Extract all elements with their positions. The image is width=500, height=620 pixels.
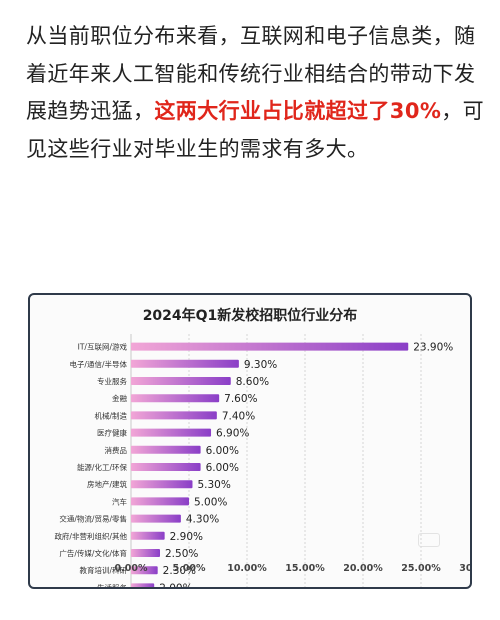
category-label: 政府/非营利组织/其他 (54, 531, 127, 541)
value-label: 2.90% (170, 531, 203, 543)
bar (131, 583, 155, 587)
article-text-after: ，可见这些行业对毕业生的需求有多大。 (26, 99, 485, 161)
category-label: 专业服务 (97, 376, 127, 386)
chart-card: 2024年Q1新发校招职位行业分布 IT/互联网/游戏 23.90% 电子/通信/半导… (28, 293, 472, 589)
article-paragraph: 从当前职位分布来看，互联网和电子信息类，随着近年来人工智能和传统行业相结合的带动… (26, 18, 486, 168)
category-label: 广告/传媒/文化/体育 (59, 548, 127, 558)
value-label: 8.60% (236, 376, 269, 388)
x-tick-label: 10.00% (227, 563, 267, 574)
category-label: 消费品 (105, 445, 128, 455)
category-label: 房地产/建筑 (87, 479, 128, 489)
category-label: 电子/通信/半导体 (69, 359, 127, 369)
category-label: 汽车 (112, 496, 127, 506)
value-label: 2.50% (165, 548, 198, 560)
watermark-icon (418, 533, 440, 547)
x-tick-label: 20.00% (343, 563, 383, 574)
value-label: 6.00% (206, 462, 239, 474)
value-label: 5.30% (197, 479, 230, 491)
value-label: 5.00% (194, 496, 227, 508)
category-label: 教育培训/科研 (79, 565, 127, 575)
category-label: 生活服务 (97, 582, 127, 587)
x-tick-label: 25.00% (401, 563, 441, 574)
category-label: 能源/化工/环保 (77, 462, 128, 472)
value-label: 4.30% (186, 514, 219, 526)
category-label: 金融 (112, 393, 127, 403)
bar (131, 411, 217, 420)
value-label: 2.00% (159, 582, 192, 587)
category-label: 机械/制造 (94, 410, 127, 420)
value-label: 6.00% (206, 445, 239, 457)
bar (131, 480, 193, 489)
value-label: 7.60% (224, 393, 257, 405)
bar (131, 514, 181, 523)
bar (131, 359, 239, 368)
article-text-before: 从当前职位分布来看，互联网和电子信息类，随着近年来人工智能和传统行业相结合的带动… (26, 24, 476, 123)
value-label: 2.30% (163, 565, 196, 577)
x-tick-label: 5.00% (173, 563, 206, 574)
category-label: 医疗健康 (97, 428, 127, 438)
bar (131, 566, 158, 575)
bar (131, 377, 231, 385)
bar (131, 394, 220, 403)
chart-title: 2024年Q1新发校招职位行业分布 (143, 307, 358, 324)
category-label: 交通/物流/贸易/零售 (59, 514, 127, 524)
x-tick-label: 30.00% (459, 563, 470, 574)
x-tick-label: 0.00% (115, 563, 148, 574)
bar (131, 342, 409, 351)
bar (131, 549, 160, 557)
x-tick-label: 15.00% (285, 563, 325, 574)
value-label: 9.30% (244, 359, 277, 371)
value-label: 6.90% (216, 428, 249, 440)
bar (131, 531, 165, 540)
bar (131, 428, 212, 437)
bar (131, 497, 189, 506)
bar (131, 445, 201, 454)
industry-bar-chart: 2024年Q1新发校招职位行业分布 IT/互联网/游戏 23.90% 电子/通信/半导… (54, 307, 470, 587)
value-label: 23.90% (413, 342, 453, 354)
category-label: IT/互联网/游戏 (78, 342, 128, 352)
bar (131, 463, 201, 471)
article-highlight: 这两大行业占比就超过了30% (154, 99, 442, 123)
value-label: 7.40% (222, 410, 255, 422)
